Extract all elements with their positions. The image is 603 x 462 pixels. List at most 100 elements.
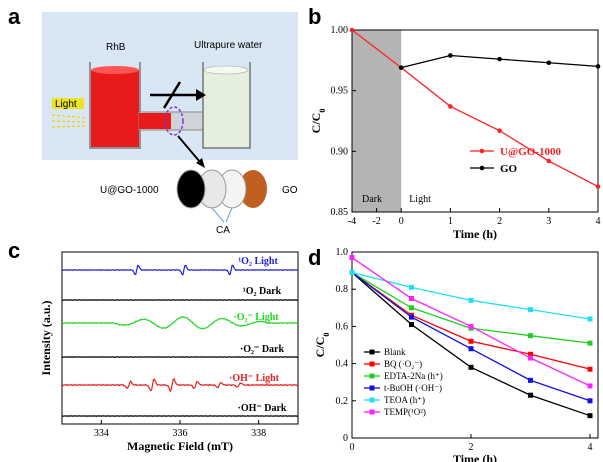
water-surface — [203, 65, 249, 75]
data-point — [409, 314, 414, 320]
region-label-dark: Dark — [362, 194, 382, 205]
ca-label: CA — [216, 225, 230, 236]
water-solution — [204, 70, 249, 147]
data-point — [595, 184, 601, 189]
y-tick-label: 0.95 — [331, 86, 349, 97]
x-tick-label: 334 — [94, 428, 109, 439]
ca-pointer-2 — [225, 207, 233, 223]
panel-label-c: c — [8, 238, 20, 263]
y-tick-label: 0.8 — [336, 284, 349, 295]
x-axis-label: Time (h) — [453, 452, 497, 462]
data-point — [546, 60, 552, 66]
data-point — [595, 64, 601, 69]
block-cross — [162, 81, 182, 109]
data-point — [546, 158, 552, 164]
data-point — [349, 27, 355, 33]
trace-label-2: ·O₂⁻ Light — [233, 312, 279, 323]
tube-rhb — [139, 113, 171, 129]
y-axis-label: C/C0 — [313, 333, 331, 358]
y-tick-label: 0 — [343, 433, 348, 444]
data-point — [528, 377, 533, 383]
data-point — [409, 322, 414, 328]
data-point — [409, 305, 414, 311]
water-label: Ultrapure water — [194, 40, 263, 51]
dark-region — [352, 30, 402, 212]
data-point — [409, 284, 414, 290]
x-tick-label: 2 — [469, 442, 474, 453]
rhb-solution — [91, 70, 139, 147]
x-tick-label: 2 — [497, 216, 502, 227]
light-ray-1 — [51, 114, 87, 119]
legend-marker — [479, 148, 485, 154]
y-tick-label: 0.4 — [336, 359, 349, 370]
x-tick-label: 1 — [448, 216, 453, 227]
legend-marker — [369, 373, 375, 379]
go-disc — [239, 170, 267, 208]
panel-label-d: d — [308, 245, 321, 270]
membrane-ring — [164, 106, 184, 136]
data-point — [468, 364, 474, 370]
y-tick-label: 0.2 — [336, 396, 349, 407]
arrow-head — [196, 89, 206, 101]
y-tick-label: 0.85 — [331, 207, 349, 218]
data-point — [528, 355, 533, 361]
y-tick-label: 1.0 — [336, 247, 349, 258]
data-point — [398, 65, 404, 70]
data-point — [587, 413, 593, 419]
y-axis-label: Intensity (a.u.) — [39, 300, 53, 375]
legend-label: TEMP(¹O²) — [384, 407, 426, 417]
legend-marker — [369, 397, 375, 403]
x-tick-label: 4 — [596, 216, 601, 227]
data-point — [528, 351, 533, 357]
trace-label-0: ¹O₂ Light — [238, 256, 278, 267]
data-point — [448, 53, 453, 58]
zoom-pointer-head — [196, 158, 205, 168]
rhb-surface — [91, 66, 139, 74]
ca-pointer-1 — [211, 207, 225, 223]
series-line-3 — [351, 271, 591, 402]
light-label-bg — [52, 98, 84, 109]
y-tick-label: 1.00 — [331, 25, 349, 36]
legend-label: GO — [500, 163, 518, 175]
legend-label: BQ (·O₂⁻) — [384, 359, 422, 369]
data-point — [587, 398, 593, 404]
epr-trace-0 — [61, 264, 299, 276]
light-ray-3 — [51, 125, 87, 128]
plot-frame — [351, 29, 599, 213]
y-axis-label: C/C0 — [309, 109, 327, 134]
rhb-label: RhB — [106, 42, 126, 53]
data-point — [497, 128, 502, 134]
legend-marker — [369, 349, 375, 355]
light-label-text: Light — [55, 99, 77, 110]
x-tick-label: 338 — [251, 428, 266, 439]
water-container — [202, 62, 251, 149]
legend-marker — [369, 409, 375, 415]
region-label-light: Light — [409, 194, 431, 205]
panel-label-b: b — [308, 4, 321, 29]
data-point — [468, 323, 474, 329]
data-point — [528, 307, 533, 313]
data-point — [497, 56, 502, 62]
material-label: U@GO-1000 — [100, 185, 159, 196]
plot-frame — [61, 251, 299, 425]
data-point — [528, 333, 533, 339]
x-axis-label: Time (h) — [453, 227, 497, 241]
epr-trace-2 — [61, 316, 299, 330]
data-point — [587, 340, 593, 346]
trace-label-5: ·OH⁻ Dark — [238, 403, 287, 414]
trace-label-4: ·OH⁻ Light — [229, 373, 280, 384]
data-point — [468, 297, 474, 303]
schematic-background — [42, 12, 298, 160]
x-tick-label: 336 — [173, 428, 188, 439]
x-tick-label: 4 — [588, 442, 593, 453]
y-tick-label: 0.6 — [336, 321, 349, 332]
data-point — [349, 269, 355, 275]
x-tick-label: 3 — [546, 216, 551, 227]
light-ray-2 — [51, 120, 87, 123]
x-axis-label: Magnetic Field (mT) — [127, 439, 233, 453]
data-point — [468, 338, 474, 344]
data-point — [468, 346, 474, 352]
data-point — [587, 316, 593, 322]
legend-label: TEOA (h⁺) — [384, 395, 425, 405]
